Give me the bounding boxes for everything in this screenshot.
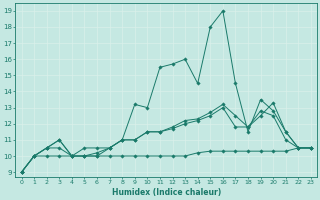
X-axis label: Humidex (Indice chaleur): Humidex (Indice chaleur) <box>112 188 221 197</box>
